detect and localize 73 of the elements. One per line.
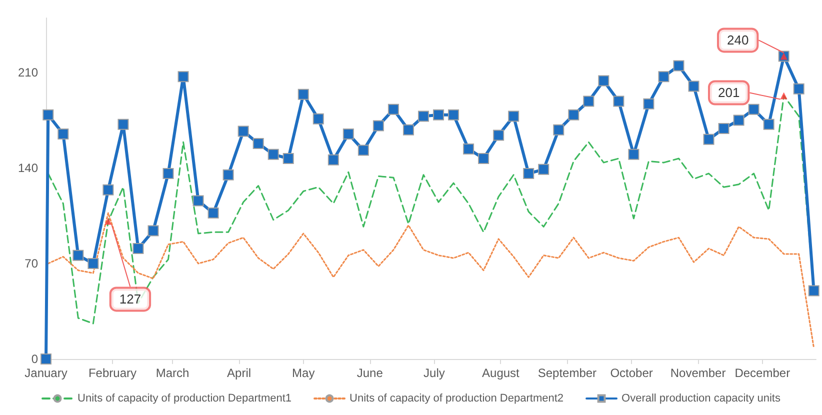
point bbox=[372, 120, 384, 132]
point bbox=[448, 109, 460, 120]
point bbox=[508, 110, 520, 122]
point bbox=[312, 113, 324, 124]
x-tick-label: May bbox=[292, 366, 315, 380]
point bbox=[388, 104, 399, 115]
point bbox=[763, 118, 774, 130]
point bbox=[643, 98, 654, 110]
point bbox=[523, 168, 534, 179]
point bbox=[733, 114, 744, 126]
point bbox=[88, 258, 99, 270]
point bbox=[148, 225, 159, 236]
point bbox=[268, 148, 279, 160]
point bbox=[748, 104, 760, 115]
x-tick-label: June bbox=[356, 366, 384, 380]
point bbox=[178, 71, 189, 82]
x-tick-label: March bbox=[156, 366, 190, 380]
point bbox=[118, 118, 129, 130]
annotation: 127 bbox=[119, 292, 142, 307]
annotation: 201 bbox=[718, 85, 740, 100]
point bbox=[282, 152, 294, 164]
point bbox=[298, 88, 309, 100]
point bbox=[192, 195, 204, 206]
y-tick-label: 140 bbox=[18, 161, 38, 176]
x-tick-label: April bbox=[227, 366, 252, 380]
point bbox=[673, 60, 684, 72]
point bbox=[132, 243, 144, 254]
legend-label: Overall production capacity units bbox=[622, 392, 781, 404]
point bbox=[598, 75, 610, 86]
x-tick-label: December bbox=[734, 366, 790, 380]
point bbox=[628, 148, 640, 160]
annotation: 240 bbox=[726, 32, 749, 48]
y-tick-label: 70 bbox=[24, 256, 38, 271]
point bbox=[613, 96, 624, 107]
point bbox=[222, 169, 234, 180]
point bbox=[208, 208, 219, 219]
point bbox=[718, 122, 730, 134]
point bbox=[478, 152, 490, 164]
point bbox=[402, 124, 414, 136]
point bbox=[568, 109, 580, 120]
point bbox=[583, 96, 594, 107]
y-tick-label: 0 bbox=[31, 352, 38, 366]
legend-label: Units of capacity of production Department2 bbox=[350, 392, 564, 404]
x-tick-label: October bbox=[610, 366, 653, 380]
point bbox=[58, 128, 69, 140]
point bbox=[42, 109, 54, 120]
x-tick-label: November bbox=[670, 366, 726, 380]
x-tick-label: February bbox=[88, 366, 137, 380]
point bbox=[102, 184, 114, 196]
point bbox=[342, 128, 354, 140]
point bbox=[162, 168, 174, 179]
point bbox=[238, 126, 249, 137]
point bbox=[418, 110, 429, 122]
point bbox=[433, 109, 444, 120]
x-tick-label: July bbox=[424, 366, 445, 380]
y-tick-label: 210 bbox=[18, 66, 38, 80]
point bbox=[808, 285, 820, 296]
point bbox=[793, 83, 804, 94]
legend-label: Units of capacity of production Department1 bbox=[78, 392, 292, 404]
point bbox=[252, 138, 264, 149]
point bbox=[553, 124, 564, 136]
point bbox=[72, 250, 84, 261]
point bbox=[328, 154, 339, 166]
point bbox=[688, 80, 700, 92]
x-tick-label: January bbox=[24, 366, 68, 380]
point bbox=[463, 143, 474, 154]
point bbox=[658, 71, 670, 82]
x-tick-label: September bbox=[538, 366, 597, 380]
x-tick-label: August bbox=[482, 366, 520, 380]
point bbox=[358, 144, 369, 156]
point bbox=[493, 130, 504, 141]
point bbox=[538, 164, 550, 175]
point bbox=[703, 134, 714, 145]
